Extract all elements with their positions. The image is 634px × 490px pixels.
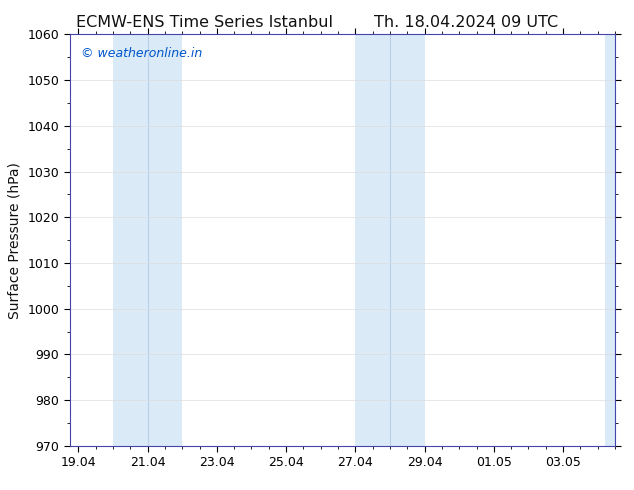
Bar	[113, 34, 182, 446]
Bar	[605, 34, 615, 446]
Text: ECMW-ENS Time Series Istanbul        Th. 18.04.2024 09 UTC: ECMW-ENS Time Series Istanbul Th. 18.04.…	[76, 15, 558, 30]
Text: © weatheronline.in: © weatheronline.in	[81, 47, 202, 60]
Bar	[355, 34, 425, 446]
Y-axis label: Surface Pressure (hPa): Surface Pressure (hPa)	[8, 162, 22, 318]
